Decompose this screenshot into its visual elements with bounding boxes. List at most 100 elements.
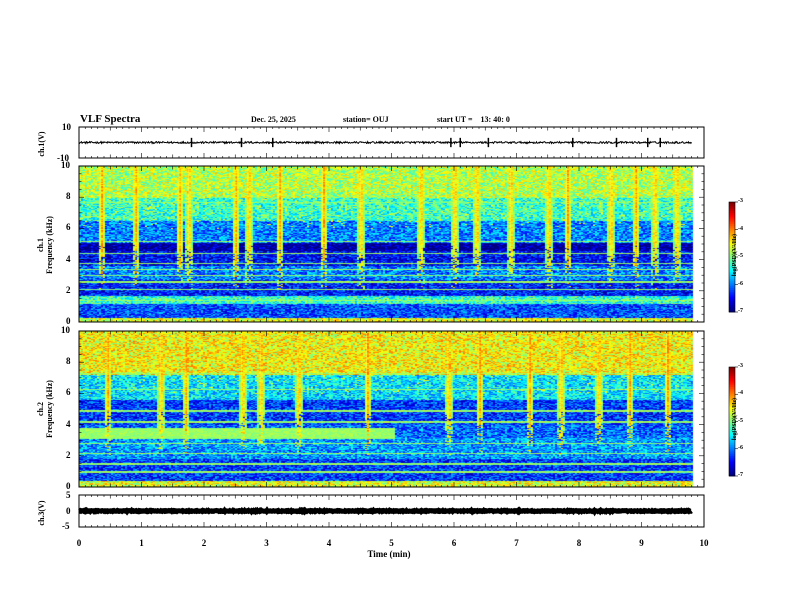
ch1-wave-ymin: -10 [57,153,69,163]
colorbar2-tick: -6 [738,444,743,451]
colorbar1-swatch [729,222,735,225]
colorbar2-swatch [729,412,735,415]
colorbar1-swatch [729,244,735,247]
freq-tick-label: 8 [66,356,71,367]
station-label: station= OUJ [343,115,389,124]
colorbar1-swatch [729,216,735,219]
colorbar1-swatch [729,235,735,238]
colorbar1-swatch [729,291,735,295]
colorbar1-tick: -5 [738,253,743,259]
figure-title: VLF Spectra [80,113,141,125]
colorbar2-swatch [729,417,735,421]
colorbar2-swatch [729,452,735,455]
colorbar2-swatch [729,465,735,468]
colorbar1-label: log(PSD)(V²/Hz) [732,233,738,277]
colorbar2-tick: -5 [738,417,743,424]
colorbar2-swatch [729,372,735,375]
colorbar1-swatch [729,203,735,207]
colorbar1-swatch [729,279,735,282]
x-axis-label: Time (min) [367,549,411,559]
colorbar2-swatch [729,408,735,411]
colorbar2-swatch [729,425,735,428]
colorbar1-tick: -3 [738,198,743,204]
colorbars [728,201,738,477]
colorbar2-swatch [729,432,735,435]
start-ut-value: 13: 40: 0 [480,115,510,124]
colorbar2-swatch [729,367,735,370]
colorbar2-swatch [729,443,735,446]
ch1-spectrogram-panel [79,166,704,322]
x-tick-label: 6 [451,538,457,548]
ch1-waveform-panel [79,137,692,148]
colorbar2-swatch [729,406,735,410]
freq-tick-label: 0 [66,481,71,491]
colorbar2-swatch [729,379,735,382]
colorbar2-swatch [729,392,735,395]
ch1-wave-ymax: 10 [62,122,71,132]
colorbar1-swatch [729,266,735,269]
ch1-waveform-line [79,140,692,145]
axes-frames [78,126,705,528]
colorbar1-swatch [729,260,735,263]
colorbar1-swatch [729,255,735,258]
colorbar1-swatch [729,288,735,291]
colorbar1-swatch [729,214,735,218]
colorbar1-swatch [729,271,735,274]
freq-tick-label: 2 [66,449,71,460]
colorbar1-swatch [729,308,735,311]
colorbar2-swatch [729,385,735,388]
colorbar2-swatch [729,450,735,453]
colorbar1-swatch [729,257,735,260]
freq-tick-label: 10 [61,325,70,335]
colorbar1-swatch [729,273,735,276]
colorbar1-swatch [729,290,735,293]
colorbar2-tick: -3 [738,363,743,369]
x-tick-label: 7 [514,538,519,548]
colorbar2-swatch [729,441,735,444]
x-tick-label: 8 [576,538,582,548]
colorbar1-swatch [729,225,735,229]
colorbar1-swatch [729,299,735,302]
colorbar2-swatch [729,370,735,373]
colorbar1-swatch [729,284,735,287]
freq-tick-label: 2 [66,284,71,295]
colorbar1-swatch [729,247,735,251]
colorbar2-swatch [729,383,735,386]
x-tick-label: 0 [76,538,82,548]
colorbar2-swatch [729,428,735,431]
colorbar1-swatch [729,277,735,280]
colorbar2-swatch [729,426,735,430]
ch3-wave-ylabel: ch.3(V) [37,500,46,526]
colorbar1-swatch [729,251,735,254]
colorbar2-tick: -4 [738,390,743,397]
colorbar2-tick: -7 [738,472,743,478]
colorbar2-swatch [729,461,735,464]
colorbar1-swatch [729,236,735,240]
start-time-label: start UT = 13: 40: 0 [437,115,510,124]
ch2-spectrogram-panel [79,331,704,487]
x-tick-label: 1 [139,538,144,548]
colorbar2-swatch [729,399,735,402]
ch2-spec-ylabel-ch: ch.2 [36,402,45,416]
colorbar2-swatch [729,396,735,399]
colorbar1-swatch [729,282,735,285]
freq-tick-label: 8 [66,191,71,202]
colorbar2-swatch [729,405,735,408]
ch2-spec-ylabel: ch.2 Frequency (kHz) [36,349,58,469]
colorbar1-swatch [729,213,735,216]
ch1-spec-ylabel-ch: ch.1 [36,238,45,252]
ch1-spectrogram-image [79,166,704,322]
colorbar1-swatch [729,224,735,227]
colorbar1-swatch [729,297,735,300]
colorbar1-swatch [729,205,735,208]
colorbar2-swatch [729,466,735,470]
freq-tick-label: 10 [61,160,70,170]
freq-tick-label: 6 [66,222,71,233]
colorbar2-swatch [729,403,735,406]
colorbar1-swatch [729,231,735,234]
colorbar1-tick: -6 [738,280,743,287]
colorbar1-swatch [729,218,735,221]
colorbar1-swatch [729,293,735,296]
colorbar1-swatch [729,262,735,265]
